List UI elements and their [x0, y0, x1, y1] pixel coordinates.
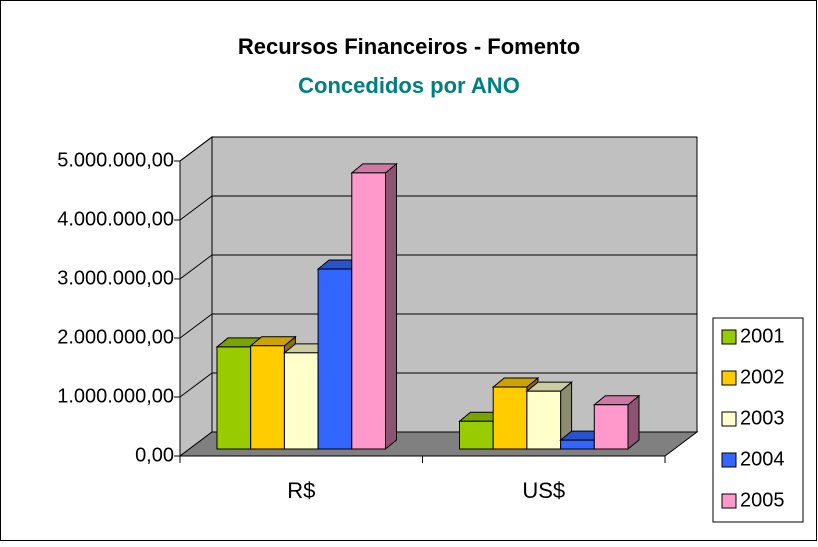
legend-label: 2003	[740, 407, 785, 429]
bar	[317, 268, 353, 450]
bar	[459, 420, 494, 450]
legend-swatch	[721, 452, 737, 468]
grid-line	[179, 136, 697, 162]
legend-label: 2004	[740, 448, 785, 470]
grid-line	[179, 313, 697, 339]
legend-swatch	[721, 493, 737, 509]
legend-swatch	[721, 411, 737, 427]
x-tick-label: R$	[287, 478, 315, 503]
y-tick-label: 5.000.000,00	[57, 149, 174, 171]
bar-side	[385, 162, 397, 451]
x-tick-label: US$	[522, 478, 565, 503]
legend-label: 2001	[740, 325, 785, 347]
bar	[250, 345, 285, 450]
grid-line	[179, 372, 697, 398]
y-tick-label: 3.000.000,00	[57, 267, 174, 289]
chart-subtitle: Concedidos por ANO	[298, 73, 520, 98]
y-tick-label: 2.000.000,00	[57, 326, 174, 348]
grid-line	[179, 254, 697, 280]
legend-swatch	[721, 329, 737, 345]
side-wall	[179, 136, 213, 457]
bar	[526, 390, 562, 450]
bar	[560, 439, 595, 450]
bar	[492, 386, 528, 450]
legend-swatch	[721, 370, 737, 386]
bar	[593, 404, 629, 450]
y-tick-label: 1.000.000,00	[57, 385, 174, 407]
y-tick-label: 0,00	[135, 444, 174, 466]
bar	[351, 172, 386, 450]
grid-line	[179, 195, 697, 221]
bar	[283, 352, 319, 450]
legend-label: 2002	[740, 366, 785, 388]
legend-label: 2005	[740, 489, 785, 511]
chart-title: Recursos Financeiros - Fomento	[238, 34, 580, 59]
bar	[216, 346, 252, 450]
y-tick-label: 4.000.000,00	[57, 208, 174, 230]
